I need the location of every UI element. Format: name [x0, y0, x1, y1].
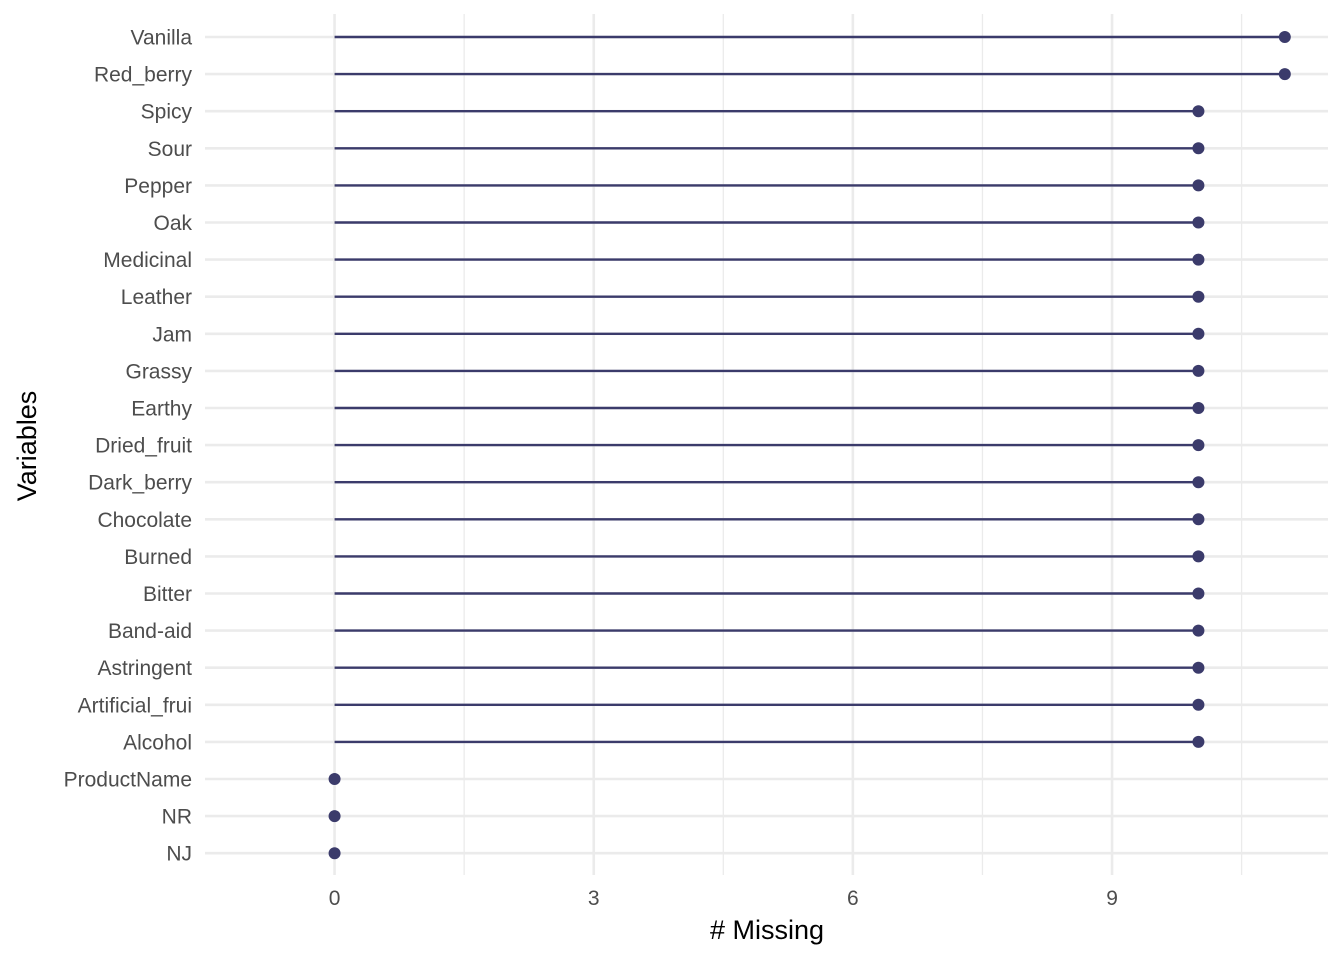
lollipop-point [1192, 364, 1205, 377]
y-tick-label: Leather [121, 286, 192, 309]
lollipop-point [1278, 31, 1291, 43]
y-tick-label: Grassy [125, 360, 192, 383]
y-tick-label: Bitter [143, 583, 192, 606]
lollipop-point [1192, 550, 1205, 563]
y-tick-label: Pepper [124, 175, 192, 198]
y-tick-label: Chocolate [97, 509, 192, 532]
y-tick-label: Spicy [141, 101, 193, 124]
x-tick-label: 0 [329, 887, 341, 910]
lollipop-point [1192, 698, 1205, 711]
y-tick-label: Burned [124, 546, 192, 569]
lollipop-point [328, 810, 341, 823]
lollipop-point [1192, 513, 1205, 526]
y-axis: Vanilla Red_berry Spicy Sour Pepper Oak Medici… [64, 27, 193, 866]
lollipop-point [1192, 661, 1205, 674]
x-axis: 0 3 6 9 [329, 887, 1118, 910]
lollipop-point [1192, 587, 1205, 600]
x-tick-label: 9 [1106, 887, 1118, 910]
y-tick-label: Alcohol [123, 731, 192, 754]
lollipop-point [1192, 476, 1205, 489]
y-tick-label: ProductName [64, 769, 192, 792]
y-tick-label: Jam [152, 323, 192, 346]
y-tick-label: Red_berry [94, 64, 193, 87]
y-tick-label: Earthy [131, 398, 192, 421]
lollipop-point [1192, 735, 1205, 748]
lollipop-point [1192, 290, 1205, 303]
lollipop-point [1278, 68, 1291, 81]
y-tick-label: Dark_berry [88, 472, 192, 495]
lollipop-point [1192, 253, 1205, 266]
lollipop-point [328, 847, 341, 860]
y-tick-label: Oak [153, 212, 192, 235]
y-tick-label: Artificial_frui [78, 694, 192, 717]
y-axis-title: Variables [12, 391, 42, 502]
x-axis-title: # Missing [710, 915, 824, 945]
y-tick-label: Vanilla [131, 27, 193, 50]
lollipop-point [1192, 624, 1205, 637]
x-tick-label: 3 [588, 887, 600, 910]
lollipop-point [1192, 439, 1205, 452]
lollipop-point [328, 773, 341, 785]
lollipop-point [1192, 216, 1205, 229]
lollipop-point [1192, 142, 1205, 155]
y-tick-label: Medicinal [103, 249, 192, 272]
lollipop-point [1192, 179, 1205, 192]
y-tick-label: Band-aid [108, 620, 192, 643]
x-tick-label: 6 [847, 887, 859, 910]
lollipop-point [1192, 402, 1205, 414]
y-tick-label: NR [162, 806, 192, 829]
lollipop-point [1192, 105, 1205, 118]
y-tick-label: Sour [148, 138, 192, 161]
lollipop-point [1192, 327, 1205, 340]
y-tick-label: Dried_fruit [95, 435, 192, 458]
y-tick-label: Astringent [97, 657, 192, 680]
chart-marks [328, 31, 1291, 860]
y-tick-label: NJ [166, 843, 192, 866]
